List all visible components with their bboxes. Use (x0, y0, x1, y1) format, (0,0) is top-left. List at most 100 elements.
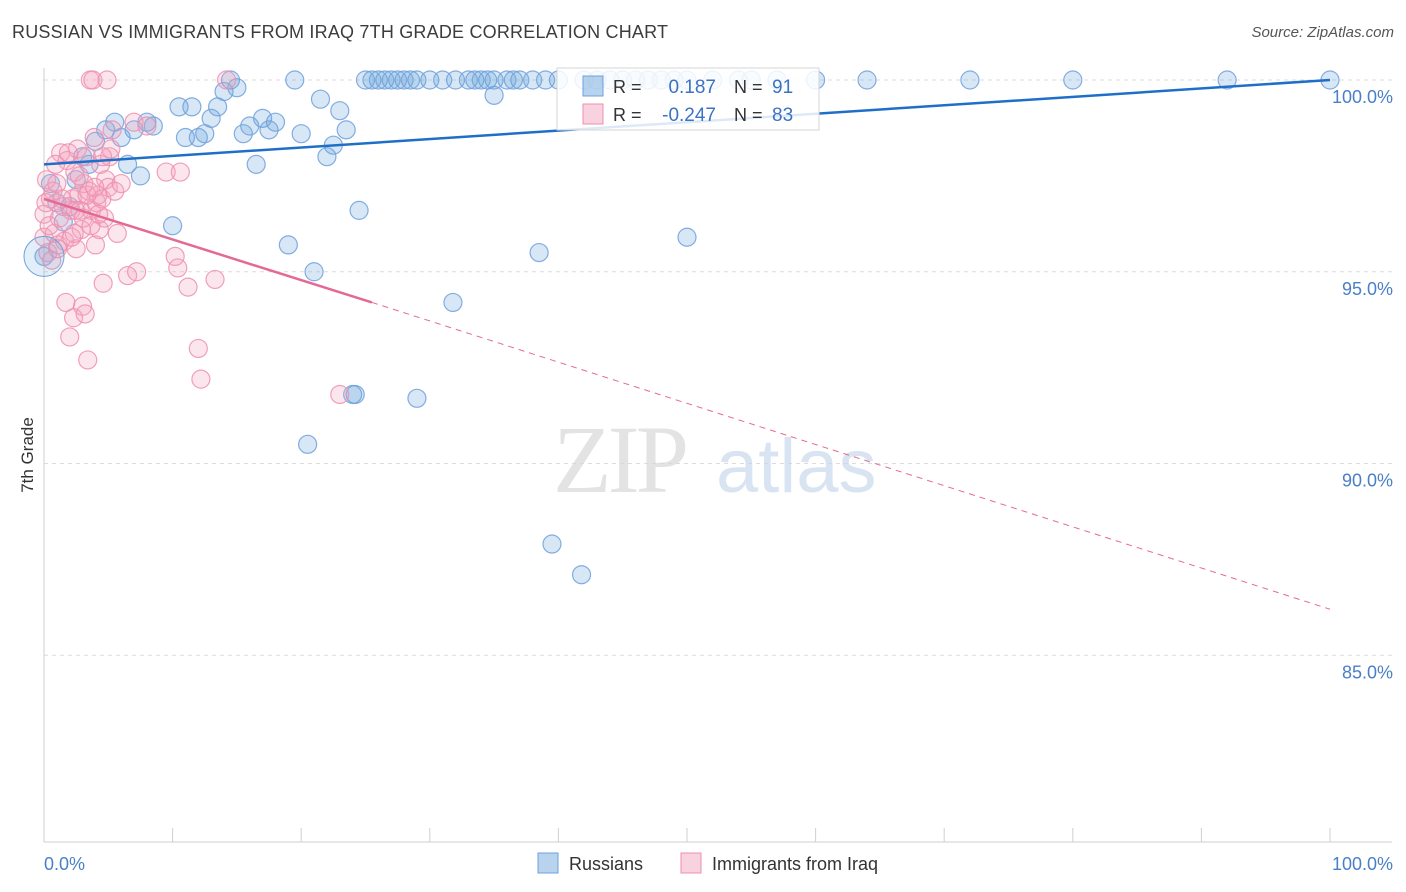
russians-point (233, 124, 253, 144)
iraq-point (178, 277, 198, 297)
iraq-point (205, 269, 225, 290)
russians-point (278, 235, 298, 255)
trend-layer (43, 78, 1331, 610)
bottom-legend: Russians Immigrants from Iraq (537, 852, 878, 874)
russians-point (143, 116, 163, 136)
chart-source: Source: ZipAtlas.com (1251, 24, 1394, 41)
russians-point (259, 120, 279, 140)
watermark-atlas: atlas (716, 424, 877, 509)
axis-layer: 100.0% 95.0% 90.0% 85.0% 0.0% 100.0% 7th Grade (18, 68, 1393, 874)
russians-point (304, 262, 324, 282)
y-tick-label: 90.0% (1342, 471, 1393, 491)
russians-point (182, 97, 202, 117)
iraq-point (66, 239, 86, 259)
russians-point (503, 70, 523, 90)
iraq-point (85, 177, 105, 197)
russians-point (265, 112, 286, 132)
iraq-point (58, 143, 79, 163)
iraq-point (156, 162, 176, 182)
russians-point (443, 292, 463, 313)
legend-label: Immigrants from Iraq (712, 854, 878, 874)
iraq-point (124, 112, 144, 132)
russians-point (298, 434, 318, 454)
iraq-point (78, 350, 98, 370)
russians-point (960, 70, 980, 90)
russians-point (336, 120, 356, 140)
iraq-point (69, 166, 89, 186)
russians-point (484, 85, 504, 105)
y-tick-label: 100.0% (1332, 87, 1393, 107)
iraq-point (36, 170, 57, 190)
iraq-point (188, 338, 208, 359)
stats-legend: R = 0.187 N = 91 R = -0.247 N = 83 (556, 67, 820, 131)
iraq-point (81, 216, 101, 236)
russians-point (529, 242, 549, 263)
y-tick-label: 85.0% (1342, 662, 1393, 682)
stats-swatch (582, 75, 604, 97)
russians-point (253, 108, 273, 128)
iraq-point (102, 120, 122, 140)
x-tick-label-max: 100.0% (1332, 854, 1393, 874)
stats-r-value: 0.187 (668, 77, 716, 98)
stats-r-label: R = (613, 105, 642, 125)
russians-point (677, 227, 697, 247)
stats-n-value: 91 (772, 77, 793, 98)
iraq-point (60, 327, 80, 347)
russians-point (214, 81, 234, 102)
watermark-zip: ZIP (553, 406, 686, 513)
x-tick-label-min: 0.0% (44, 854, 85, 874)
russians-point (345, 384, 365, 405)
iraq-trendline (43, 197, 373, 304)
russians-point (330, 101, 350, 121)
chart-title: RUSSIAN VS IMMIGRANTS FROM IRAQ 7TH GRAD… (12, 22, 669, 42)
iraq-point (97, 70, 117, 90)
legend-label: Russians (569, 854, 643, 874)
iraq-point (85, 235, 106, 255)
russians-point (40, 173, 61, 194)
iraq-point (84, 127, 104, 148)
russians-point (542, 534, 562, 554)
iraq-point (137, 116, 157, 136)
russians-point (400, 70, 421, 90)
iraq-point (105, 181, 125, 201)
y-tick-label: 95.0% (1342, 279, 1393, 299)
iraq-point (77, 185, 97, 205)
iraq-point (165, 246, 185, 267)
y-axis-label: 7th Grade (18, 417, 37, 493)
iraq-point (83, 70, 103, 90)
grid-layer (44, 79, 1392, 656)
stats-r-value: -0.247 (662, 105, 716, 126)
iraq-point (72, 296, 93, 316)
russians-point (857, 70, 877, 90)
iraq-point (42, 250, 62, 270)
watermark-layer: ZIP atlas (553, 406, 877, 513)
iraq-point (47, 173, 67, 194)
iraq-point (126, 262, 147, 282)
iraq-point (47, 239, 68, 259)
russians-point (310, 89, 331, 109)
russians-point (285, 70, 305, 90)
russians-point (349, 200, 369, 220)
iraq-point (75, 304, 95, 324)
russians-point (291, 124, 311, 144)
stats-n-label: N = (734, 105, 763, 125)
russians-point (246, 154, 266, 174)
iraq-point (330, 384, 350, 405)
stats-swatch (582, 103, 604, 125)
iraq-point (107, 223, 127, 243)
russians-point (1063, 70, 1083, 90)
legend-swatch (680, 852, 702, 874)
iraq-point (92, 147, 113, 167)
russians-point (317, 147, 337, 167)
iraq-point (39, 216, 59, 236)
russians-point (1217, 70, 1237, 90)
russians-point (571, 565, 592, 585)
russians-point (163, 216, 183, 236)
legend-swatch (537, 852, 559, 874)
iraq-point (170, 162, 190, 182)
iraq-point (111, 173, 131, 194)
iraq-point (93, 273, 113, 293)
russians-point (407, 388, 427, 408)
iraq-trendline-extension (371, 301, 1331, 610)
